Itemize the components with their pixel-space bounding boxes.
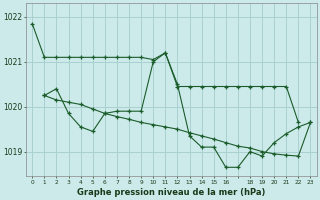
X-axis label: Graphe pression niveau de la mer (hPa): Graphe pression niveau de la mer (hPa) (77, 188, 266, 197)
